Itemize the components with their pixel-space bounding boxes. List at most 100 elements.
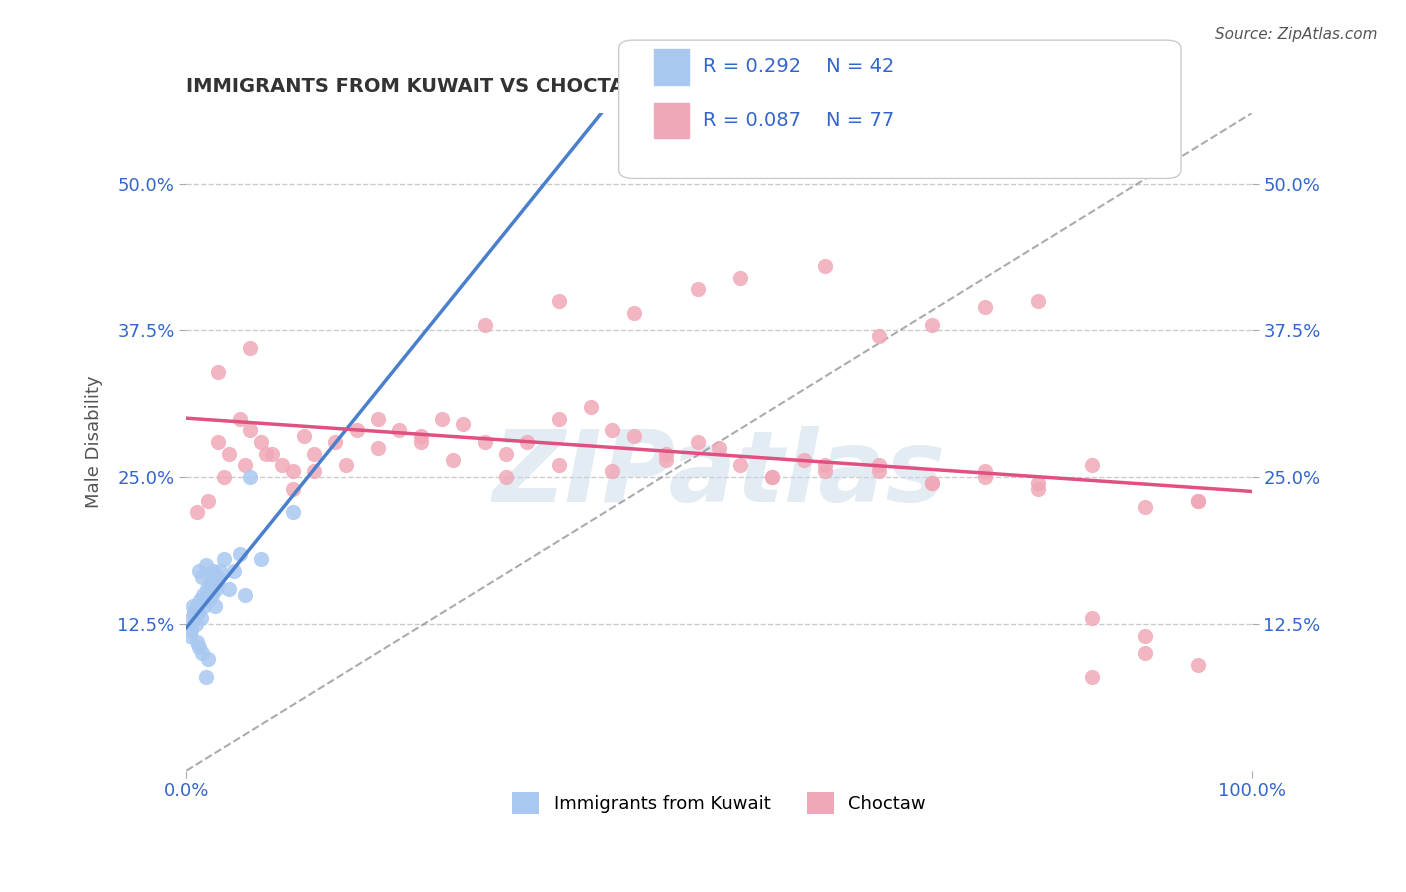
Point: [292, 429, 315, 443]
Point: [201, 564, 224, 578]
Point: [868, 464, 890, 478]
Point: [686, 434, 709, 449]
Point: [188, 564, 211, 578]
Text: R = 0.087    N = 77: R = 0.087 N = 77: [703, 111, 894, 130]
Point: [194, 670, 217, 684]
Point: [209, 564, 232, 578]
Point: [188, 640, 211, 655]
Point: [516, 434, 538, 449]
Point: [204, 599, 226, 614]
Point: [197, 493, 219, 508]
Point: [548, 458, 571, 473]
Point: [1187, 493, 1209, 508]
Point: [548, 411, 571, 425]
Point: [207, 575, 229, 590]
Point: [239, 341, 262, 355]
Point: [1080, 670, 1102, 684]
Point: [228, 547, 250, 561]
Point: [728, 458, 751, 473]
Point: [250, 434, 273, 449]
Point: [184, 611, 207, 625]
Point: [271, 458, 294, 473]
Point: [1133, 629, 1156, 643]
Point: [495, 447, 517, 461]
Point: [212, 470, 235, 484]
Point: [921, 476, 943, 491]
Point: [233, 588, 256, 602]
Point: [1187, 658, 1209, 673]
Point: [1028, 294, 1050, 309]
Point: [197, 588, 219, 602]
Text: Source: ZipAtlas.com: Source: ZipAtlas.com: [1215, 27, 1378, 42]
Point: [207, 434, 229, 449]
Point: [1187, 493, 1209, 508]
Point: [195, 582, 218, 596]
Point: [302, 447, 325, 461]
Text: R = 0.292    N = 42: R = 0.292 N = 42: [703, 57, 894, 77]
Point: [367, 411, 389, 425]
Point: [190, 611, 212, 625]
Point: [495, 470, 517, 484]
Point: [1028, 482, 1050, 496]
Point: [1080, 611, 1102, 625]
Point: [1133, 646, 1156, 660]
Point: [260, 447, 283, 461]
Point: [974, 464, 997, 478]
Text: ZIPatlas: ZIPatlas: [492, 426, 945, 524]
Point: [180, 611, 202, 625]
Point: [186, 505, 208, 519]
Point: [180, 623, 202, 637]
Point: [814, 458, 837, 473]
Point: [814, 259, 837, 273]
Point: [728, 270, 751, 285]
Point: [302, 464, 325, 478]
Point: [197, 593, 219, 607]
Point: [1133, 500, 1156, 514]
Point: [921, 318, 943, 332]
Point: [579, 400, 602, 414]
Point: [602, 464, 624, 478]
Point: [654, 447, 676, 461]
Point: [474, 434, 496, 449]
Point: [602, 423, 624, 437]
Point: [409, 434, 432, 449]
Point: [441, 452, 464, 467]
Point: [921, 476, 943, 491]
Point: [205, 582, 228, 596]
Point: [201, 588, 224, 602]
Point: [793, 452, 815, 467]
Point: [814, 464, 837, 478]
Point: [281, 464, 304, 478]
Point: [409, 429, 432, 443]
Point: [218, 447, 240, 461]
Point: [1080, 458, 1102, 473]
Point: [453, 417, 475, 432]
Point: [367, 441, 389, 455]
Point: [218, 582, 240, 596]
Point: [179, 629, 201, 643]
Point: [623, 306, 645, 320]
Point: [474, 318, 496, 332]
Point: [761, 470, 783, 484]
Point: [974, 300, 997, 314]
Point: [654, 452, 676, 467]
Point: [281, 482, 304, 496]
Point: [186, 599, 208, 614]
Point: [188, 593, 211, 607]
Point: [202, 570, 225, 584]
Point: [191, 646, 214, 660]
Point: [430, 411, 453, 425]
Point: [388, 423, 411, 437]
Point: [707, 441, 730, 455]
Point: [254, 447, 277, 461]
Point: [623, 429, 645, 443]
Point: [191, 570, 214, 584]
Point: [974, 470, 997, 484]
Point: [239, 470, 262, 484]
Point: [250, 552, 273, 566]
Point: [198, 575, 221, 590]
Point: [868, 458, 890, 473]
Point: [239, 423, 262, 437]
Point: [868, 329, 890, 343]
Point: [224, 564, 246, 578]
